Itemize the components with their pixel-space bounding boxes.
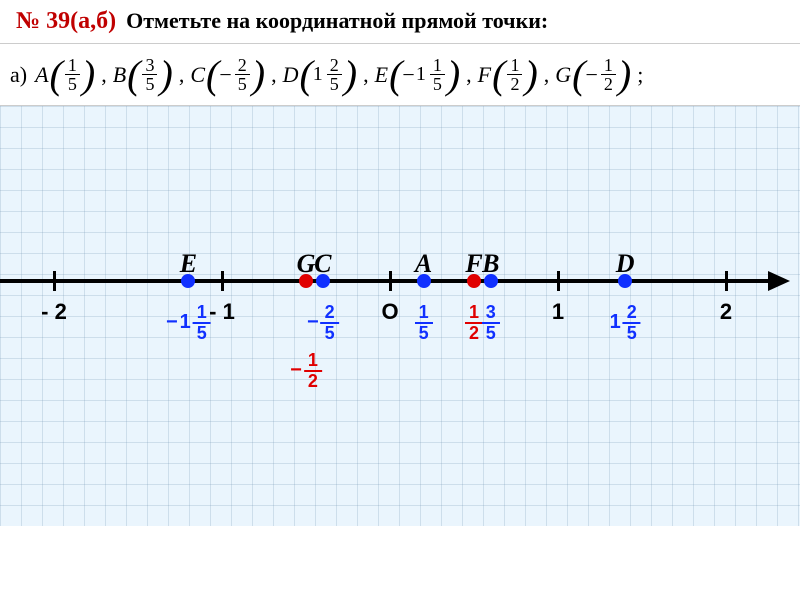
axis-tick xyxy=(221,271,224,291)
plot-point-fraction: 35 xyxy=(482,303,500,343)
graph-area: - 2- 1O12E−115G−12C−25A15F12B35D125 xyxy=(0,106,800,526)
plot-point-letter: F xyxy=(465,249,482,279)
plot-point-letter: G xyxy=(297,249,316,279)
axis-tick-label: O xyxy=(381,299,398,325)
plot-point-fraction: 12 xyxy=(465,303,483,343)
arrow-icon xyxy=(768,271,790,291)
axis-tick-label: - 1 xyxy=(209,299,235,325)
formula-point: F(12) xyxy=(478,56,538,93)
axis-tick xyxy=(557,271,560,291)
formula-point: A(15) xyxy=(35,56,95,93)
plot-point-letter: D xyxy=(616,249,635,279)
axis-tick-label: 1 xyxy=(552,299,564,325)
formula-point: G(−12) xyxy=(555,56,631,93)
plot-point-fraction: −25 xyxy=(307,303,339,343)
plot-point-letter: C xyxy=(314,249,331,279)
formula-point: C(−25) xyxy=(190,56,265,93)
plot-point-letter: B xyxy=(482,249,499,279)
axis-tick xyxy=(53,271,56,291)
formula-point: B(35) xyxy=(113,56,173,93)
problem-number: № 39(а,б) xyxy=(16,8,116,35)
axis-line xyxy=(0,279,770,283)
plot-point-letter: A xyxy=(415,249,432,279)
header: № 39(а,б) Отметьте на координатной прямо… xyxy=(0,0,800,43)
axis-tick xyxy=(389,271,392,291)
plot-point-fraction: 15 xyxy=(415,303,433,343)
formula-point: D(125) xyxy=(283,56,358,93)
plot-point-fraction: −12 xyxy=(290,351,322,391)
part-label: а) xyxy=(10,62,27,88)
axis-tick-label: - 2 xyxy=(41,299,67,325)
plot-point-fraction: 125 xyxy=(610,303,641,343)
problem-instruction: Отметьте на координатной прямой точки: xyxy=(126,8,548,34)
plot-point-letter: E xyxy=(180,249,197,279)
axis-tick-label: 2 xyxy=(720,299,732,325)
axis-tick xyxy=(725,271,728,291)
formula-point: E(−115) xyxy=(375,56,461,93)
plot-point-fraction: −115 xyxy=(166,303,211,343)
formula-bar: а) A(15),B(35),C(−25),D(125),E(−115),F(1… xyxy=(0,43,800,106)
